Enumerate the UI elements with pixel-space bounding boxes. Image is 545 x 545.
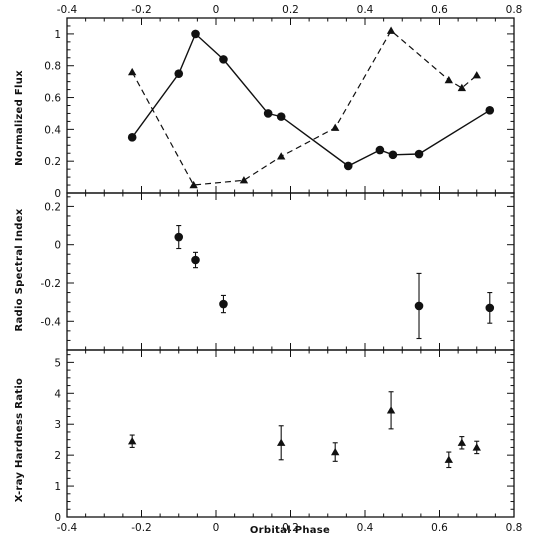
circle-point [485,303,495,313]
normalized-flux-panel: 0 0.2 0.4 0.6 0.8 1 -0.4 -0.2 0 0.2 0.4 0.6 0.8 [44,4,522,200]
panel-frame [66,192,515,351]
x-tick-label: -0.2 [131,522,152,534]
triangle-point [457,438,467,446]
triangle-point [444,75,454,84]
circle-point [343,161,353,171]
y-axis-label-flux: Normalized Flux [14,70,25,166]
circle-point [263,109,273,118]
circle-point [414,301,424,311]
xray-hardness-ratio-panel: 0 1 2 3 4 5 -0.4 -0.2 0 0.2 0.4 0.6 0.8 [54,349,523,534]
y-tick-label: 0.2 [44,156,61,168]
triangle-point [127,437,137,445]
x-tick-label-top: 0 [213,4,220,16]
circle-point [127,133,137,142]
x-tick-label-top: -0.4 [57,4,78,16]
y-tick-label: 0.4 [44,124,61,136]
circle-point [388,150,398,160]
circle-point [219,299,228,309]
y-tick-label: 0 [54,512,61,524]
triangle-point [127,67,137,76]
triangle-point [386,406,396,414]
y-tick-label: 2 [54,450,61,462]
y-tick-label: -0.2 [41,278,62,290]
x-tick-label: 0.6 [431,522,448,534]
y-tick-label: 1 [54,481,61,493]
x-tick-label-top: 0.4 [357,4,374,16]
circle-point [219,55,228,64]
y-axis-label-spectral-index: Radio Spectral Index [14,208,25,331]
triangle-point [444,455,454,463]
y-tick-label: 3 [54,419,61,431]
triangle-point [472,443,481,451]
y-tick-label: 0.6 [44,93,61,105]
x-tick-label-top: 0.8 [506,4,523,16]
circle-point [414,149,424,159]
y-tick-label: 1 [54,29,61,41]
x-tick-label-top: 0.2 [282,4,299,16]
triangle-point [472,71,481,79]
triangle-point [386,26,396,34]
circle-point [191,29,200,39]
x-tick-label: 0.2 [282,522,299,534]
panel-frame [66,349,515,518]
triangle-point [239,176,249,184]
circle-point [174,232,184,242]
radio-spectral-index-panel: -0.4 -0.2 0 0.2 [41,192,515,351]
circle-point [276,112,286,121]
triangle-point [276,438,286,446]
y-axis-label-hardness: X-ray Hardness Ratio [14,378,25,502]
y-tick-label: 4 [54,388,61,400]
triangle-point [276,152,286,160]
y-tick-label: 0.8 [44,61,61,73]
y-tick-label: 0 [54,240,61,252]
x-tick-label-top: -0.2 [131,4,152,16]
triangle-point [331,123,340,131]
circle-point [375,145,385,155]
y-tick-label: 5 [54,357,61,369]
y-tick-label: 0 [54,188,61,200]
triangle-point [189,180,198,189]
triangle-point [331,447,340,456]
y-tick-label: -0.4 [41,316,62,328]
x-tick-label: 0 [213,522,220,534]
dashed-series-line [131,29,478,186]
x-tick-label: 0.4 [357,522,374,534]
circle-point [174,69,184,78]
x-axis-label: Orbital Phase [250,525,330,536]
circle-point [191,255,200,265]
panel-frame [66,17,515,194]
x-tick-label-top: 0.6 [431,4,448,16]
x-tick-label: -0.4 [57,522,78,534]
solid-series-line [131,32,491,167]
circle-point [485,105,495,115]
y-tick-label: 0.2 [44,201,61,213]
x-tick-label: 0.8 [506,522,523,534]
triangle-point [457,83,467,92]
